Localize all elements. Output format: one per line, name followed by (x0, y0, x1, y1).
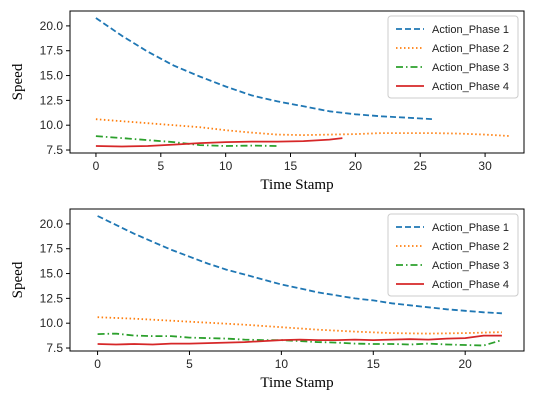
y-tick-label: 15.0 (40, 267, 64, 281)
y-tick-label: 12.5 (40, 93, 64, 107)
legend-entry-2: Action_Phase 2 (432, 43, 509, 55)
x-tick-label: 5 (186, 357, 193, 371)
legend-entry-1: Action_Phase 1 (432, 24, 509, 36)
series-line-4 (95, 137, 343, 148)
x-tick-label: 0 (93, 159, 100, 173)
x-tick-label: 10 (219, 159, 233, 173)
x-tick-label: 30 (478, 159, 492, 173)
y-axis-label: Speed (10, 63, 26, 100)
subplot-1: 0 5 10 15 20 25 30 7.5 10.0 12.5 15.0 17.5 20.0 Time … (10, 10, 525, 193)
legend-box (387, 15, 519, 99)
series-line-2 (97, 316, 502, 335)
y-tick-label: 20.0 (40, 19, 64, 33)
x-tick-label: 20 (459, 357, 473, 371)
legend-entry-1: Action_Phase 1 (432, 222, 509, 234)
y-tick-label: 20.0 (40, 217, 64, 231)
y-tick-label: 10.0 (40, 316, 64, 330)
legend-entry-2: Action_Phase 2 (432, 241, 509, 253)
x-tick-label: 5 (157, 159, 164, 173)
series-line-1 (97, 215, 502, 315)
y-tick-label: 17.5 (40, 44, 64, 58)
x-tick-label: 0 (94, 357, 101, 371)
x-axis-label: Time Stamp (260, 375, 333, 391)
series-line-3 (97, 332, 503, 347)
legend: Action_Phase 1 Action_Phase 2 Action_Phase… (387, 15, 519, 99)
legend-entry-3: Action_Phase 3 (432, 260, 509, 272)
x-tick-label: 20 (349, 159, 363, 173)
y-tick-label: 10.0 (40, 118, 64, 132)
series-line-1 (95, 17, 434, 121)
series-line-2 (95, 118, 512, 137)
series-line-4 (97, 334, 502, 346)
plot-frame (69, 208, 525, 352)
x-tick-label: 15 (284, 159, 298, 173)
y-tick-label: 17.5 (40, 242, 64, 256)
x-axis-label: Time Stamp (260, 177, 333, 193)
legend-entry-3: Action_Phase 3 (432, 62, 509, 74)
legend-entry-4: Action_Phase 4 (432, 279, 509, 291)
x-tick-label: 10 (275, 357, 289, 371)
y-tick-label: 7.5 (46, 341, 63, 355)
y-tick-label: 7.5 (46, 143, 63, 157)
legend-box (387, 213, 519, 297)
legend-entry-4: Action_Phase 4 (432, 81, 509, 93)
subplot-2: 0 5 10 15 20 7.5 10.0 12.5 15.0 17.5 20.0 Time Stam… (10, 208, 525, 391)
x-tick-label: 15 (367, 357, 381, 371)
plot-frame (69, 10, 525, 154)
y-tick-label: 12.5 (40, 291, 64, 305)
legend: Action_Phase 1 Action_Phase 2 Action_Phase… (387, 213, 519, 297)
x-tick-label: 25 (414, 159, 428, 173)
y-axis-label: Speed (10, 261, 26, 298)
y-tick-label: 15.0 (40, 69, 64, 83)
